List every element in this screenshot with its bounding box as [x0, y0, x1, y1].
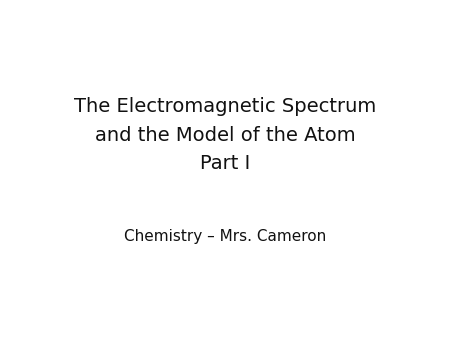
- Text: and the Model of the Atom: and the Model of the Atom: [94, 126, 356, 145]
- Text: The Electromagnetic Spectrum: The Electromagnetic Spectrum: [74, 97, 376, 116]
- Text: Part I: Part I: [200, 154, 250, 173]
- Text: Chemistry – Mrs. Cameron: Chemistry – Mrs. Cameron: [124, 229, 326, 244]
